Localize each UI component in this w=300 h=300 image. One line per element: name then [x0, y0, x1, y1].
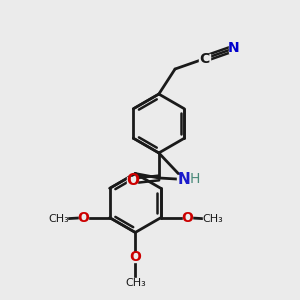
- Text: O: O: [126, 173, 139, 188]
- Text: CH₃: CH₃: [202, 214, 223, 224]
- Text: O: O: [181, 211, 193, 225]
- Bar: [50, 215, 67, 223]
- Bar: [127, 177, 137, 185]
- Text: H: H: [190, 172, 200, 186]
- Bar: [177, 175, 194, 184]
- Text: N: N: [228, 41, 240, 56]
- Text: O: O: [129, 250, 141, 265]
- Text: C: C: [199, 52, 210, 66]
- Bar: [203, 215, 221, 223]
- Text: O: O: [77, 211, 89, 225]
- Text: CH₃: CH₃: [48, 214, 69, 224]
- Text: CH₃: CH₃: [125, 278, 146, 287]
- Bar: [183, 214, 192, 222]
- Text: N: N: [178, 172, 190, 187]
- Bar: [79, 214, 88, 222]
- Bar: [229, 44, 239, 52]
- Bar: [130, 253, 140, 262]
- Bar: [199, 54, 210, 63]
- Bar: [126, 278, 144, 286]
